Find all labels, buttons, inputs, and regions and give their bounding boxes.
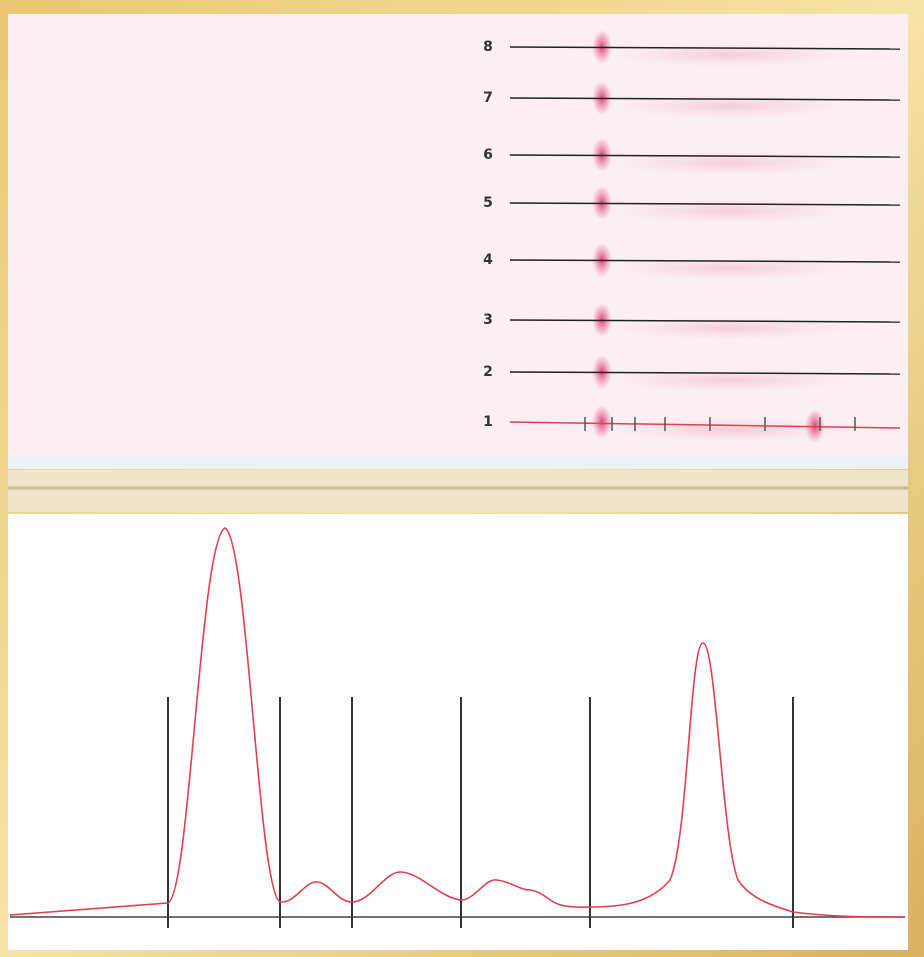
faint-band <box>610 43 850 67</box>
faint-band <box>610 368 850 392</box>
lane-label: 5 <box>483 195 493 211</box>
separator <box>8 470 908 512</box>
faint-band <box>610 199 850 223</box>
lane-label: 2 <box>483 364 493 380</box>
faint-band <box>610 256 850 280</box>
band-spot <box>592 405 612 439</box>
lane-label: 4 <box>483 252 493 268</box>
page: {"lane_labels": ["8", "7", "6", "5", "4"… <box>0 0 924 957</box>
lane-label: 8 <box>483 39 493 55</box>
lane-label: 1 <box>483 414 493 430</box>
lane-label: 3 <box>483 312 493 328</box>
gel-panel <box>8 14 908 466</box>
lane-label: 7 <box>483 90 493 106</box>
faint-band <box>610 151 850 175</box>
faint-band <box>610 94 850 118</box>
trace-panel <box>8 514 908 950</box>
gel-edge <box>8 455 908 469</box>
screenshot: 8 7 6 5 4 3 2 1 <box>0 0 924 957</box>
faint-band <box>610 316 850 340</box>
lane-label: 6 <box>483 147 493 163</box>
